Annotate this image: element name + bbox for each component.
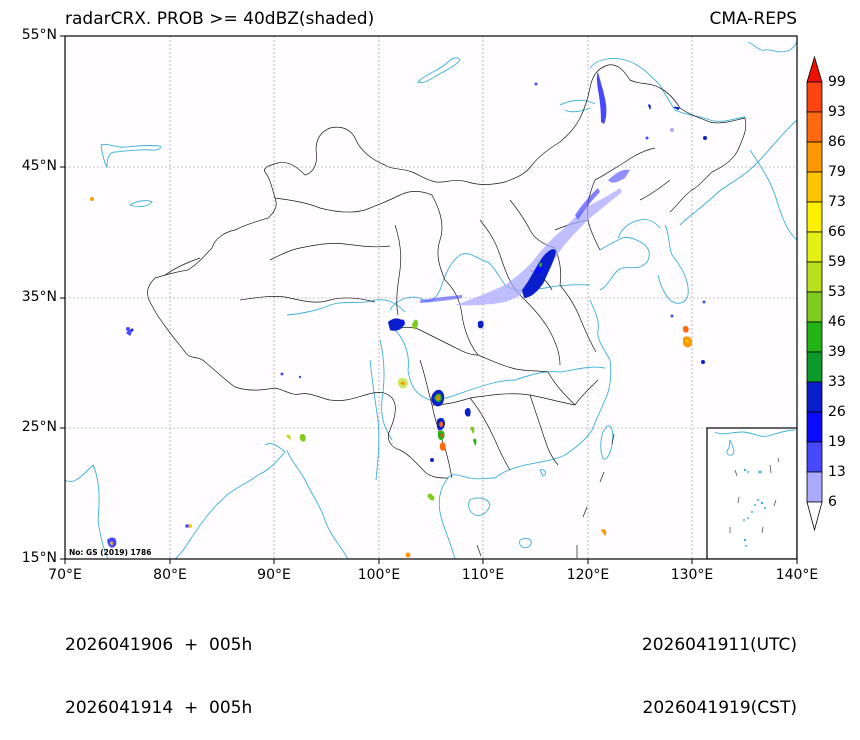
lon-label-120: 120°E	[566, 567, 610, 583]
model-name: CMA-REPS	[709, 9, 797, 29]
lat-label-35: 35°N	[21, 289, 57, 305]
lat-label-15: 15°N	[21, 550, 57, 566]
colorbar-label: 39	[828, 344, 846, 360]
colorbar-under-triangle	[806, 501, 823, 532]
map-approval-note: No: GS (2019) 1786	[69, 548, 152, 557]
gridlines	[65, 36, 797, 559]
lat-label-55: 55°N	[21, 27, 57, 43]
valid-time-block: 2026041911(UTC) 2026041919(CST)	[642, 593, 797, 740]
south-china-sea-inset	[706, 427, 797, 559]
plot-area	[65, 36, 797, 559]
init-time-cst: 2026041914 + 005h	[65, 698, 253, 718]
colorbar-label: 19	[828, 434, 846, 450]
init-time-utc: 2026041906 + 005h	[65, 635, 253, 655]
chart-title: radarCRX. PROB >= 40dBZ(shaded)	[65, 9, 375, 29]
colorbar-label: 46	[828, 314, 846, 330]
coastlines-rivers	[65, 39, 797, 559]
colorbar-label: 99	[828, 74, 846, 90]
valid-time-utc: 2026041911(UTC)	[641, 635, 797, 655]
lat-label-45: 45°N	[21, 158, 57, 174]
colorbar	[806, 55, 823, 532]
lon-label-80: 80°E	[153, 567, 187, 583]
lon-label-110: 110°E	[461, 567, 505, 583]
colorbar-label: 86	[828, 134, 846, 150]
colorbar-over-triangle	[806, 55, 823, 83]
colorbar-label: 13	[828, 464, 846, 480]
map-canvas	[60, 35, 823, 564]
colorbar-label: 6	[828, 494, 837, 510]
colorbar-label: 53	[828, 284, 846, 300]
init-time-block: 2026041906 + 005h 2026041914 + 005h	[65, 593, 252, 740]
lon-label-100: 100°E	[357, 567, 401, 583]
colorbar-label: 79	[828, 164, 846, 180]
lon-label-70: 70°E	[48, 567, 82, 583]
probability-shading	[90, 72, 707, 558]
colorbar-label: 26	[828, 404, 846, 420]
lon-label-130: 130°E	[670, 567, 714, 583]
colorbar-label: 59	[828, 254, 846, 270]
lat-label-25: 25°N	[21, 419, 57, 435]
colorbar-label: 33	[828, 374, 846, 390]
axis-ticks	[60, 35, 798, 564]
lon-label-90: 90°E	[257, 567, 291, 583]
dash-line-marks	[476, 433, 615, 558]
lon-label-140: 140°E	[775, 567, 819, 583]
colorbar-label: 93	[828, 104, 846, 120]
colorbar-label: 66	[828, 224, 846, 240]
valid-time-cst: 2026041919(CST)	[642, 698, 797, 718]
colorbar-label: 73	[828, 194, 846, 210]
